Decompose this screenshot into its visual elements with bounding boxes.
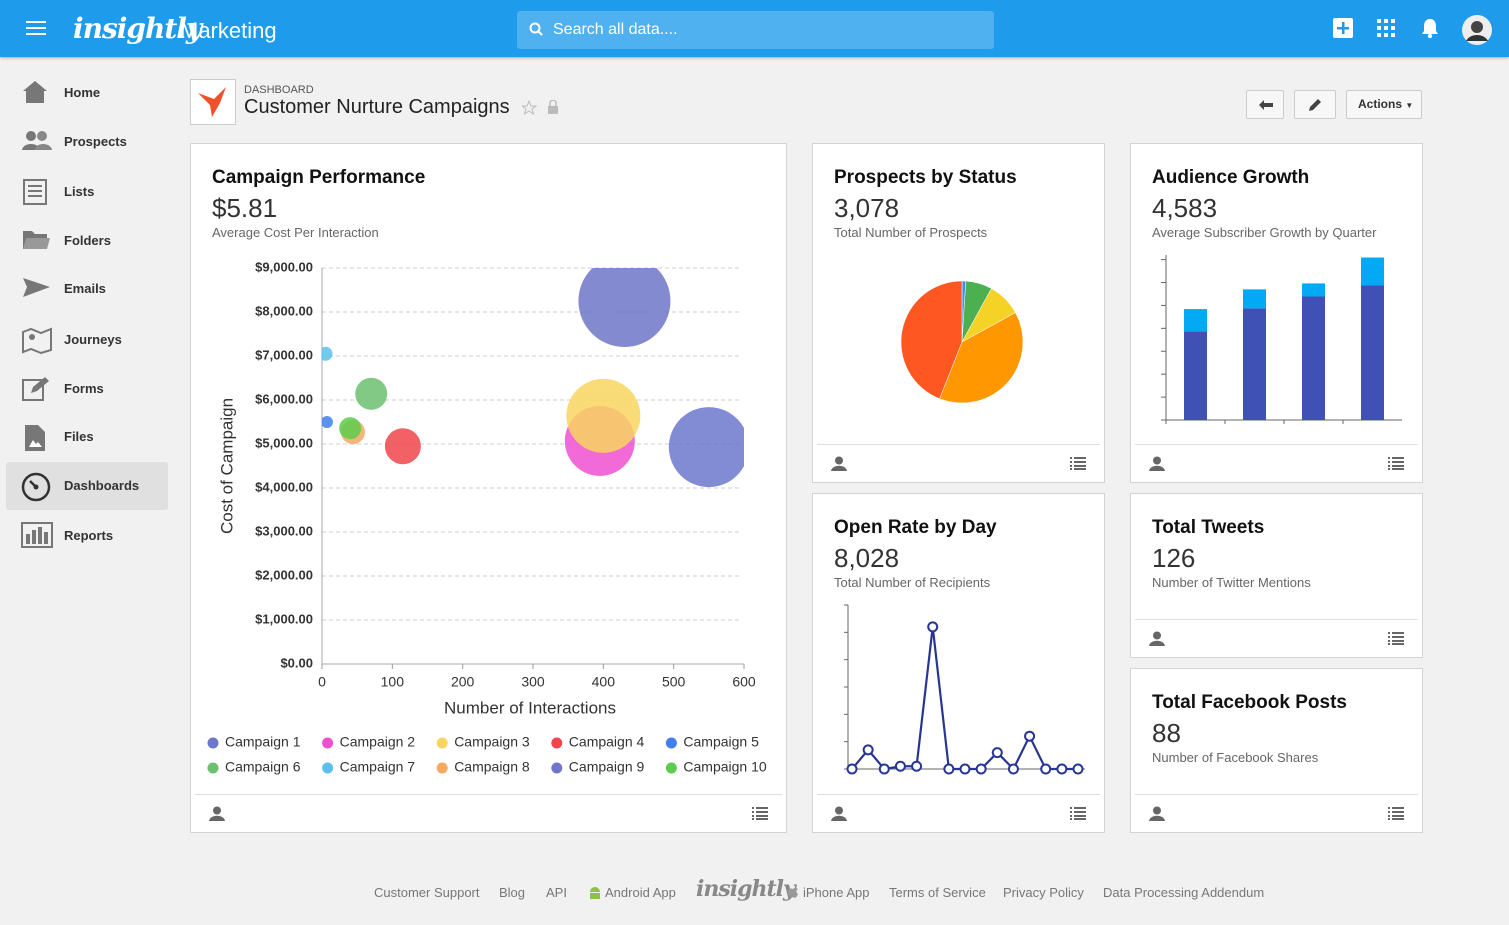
star-lock-icons[interactable] (522, 100, 562, 116)
nav-label: Folders (64, 233, 111, 248)
footer-link[interactable]: Customer Support (374, 885, 480, 900)
owner-icon[interactable] (1149, 456, 1165, 471)
list-icon[interactable] (1070, 807, 1086, 820)
brand[interactable]: insightly (73, 12, 202, 45)
widget-title: Open Rate by Day (834, 517, 997, 538)
nav-item[interactable]: Forms (6, 365, 168, 413)
nav-label: Forms (64, 381, 104, 396)
widget-subtitle: Number of Facebook Shares (1152, 750, 1319, 765)
card-footer (1135, 619, 1418, 657)
widget-card: Total Facebook Posts 88 Number of Facebo… (1130, 668, 1423, 833)
footer-link[interactable]: Terms of Service (889, 885, 986, 900)
widget-title: Campaign Performance (212, 167, 426, 188)
card-footer (817, 444, 1100, 482)
nav-item[interactable]: Prospects (6, 118, 168, 166)
nav-label: Prospects (64, 134, 127, 149)
owner-icon[interactable] (209, 806, 225, 821)
list-icon[interactable] (752, 807, 768, 820)
menu-icon[interactable] (26, 19, 48, 37)
list-icon[interactable] (1388, 457, 1404, 470)
nav-label: Lists (64, 184, 95, 199)
widget-subtitle: Number of Twitter Mentions (1152, 575, 1311, 590)
footer-link[interactable]: Blog (499, 885, 526, 900)
widget-card: Open Rate by Day 8,028 Total Number of R… (812, 493, 1105, 833)
owner-icon[interactable] (1149, 806, 1165, 821)
widget-metric: $5.81 (212, 193, 278, 223)
nav-label: Journeys (64, 332, 122, 347)
widget-card: Campaign Performance $5.81 Average Cost … (190, 143, 787, 833)
list-icon[interactable] (1388, 807, 1404, 820)
list-icon[interactable] (1070, 457, 1086, 470)
widget-title: Total Facebook Posts (1152, 692, 1347, 713)
top-bar: insightly Marketing Search all data.... (0, 0, 1509, 57)
widget-subtitle: Total Number of Prospects (834, 225, 988, 240)
apple-icon (787, 887, 798, 898)
widget-card: Total Tweets 126 Number of Twitter Menti… (1130, 493, 1423, 658)
edit-button[interactable] (1294, 90, 1336, 119)
widget-subtitle: Average Subscriber Growth by Quarter (1152, 225, 1377, 240)
widget-title: Total Tweets (1152, 517, 1265, 538)
dashboard-title: Customer Nurture Campaigns (244, 96, 510, 118)
breadcrumb: DASHBOARD (244, 84, 314, 96)
footer-link[interactable]: Privacy Policy (1003, 885, 1084, 900)
widget-metric: 8,028 (834, 543, 900, 573)
widget-metric: 3,078 (834, 193, 900, 223)
footer-link[interactable]: iPhone App (803, 885, 870, 900)
card-footer (1135, 794, 1418, 832)
widget-card: Audience Growth 4,583 Average Subscriber… (1130, 143, 1423, 483)
widget-title: Audience Growth (1152, 167, 1310, 188)
widget-card: Prospects by Status 3,078 Total Number o… (812, 143, 1105, 483)
add-icon[interactable] (1333, 18, 1353, 38)
search-placeholder: Search all data.... (553, 21, 678, 38)
actions-button[interactable]: Actions ▼ (1346, 90, 1422, 119)
nav-item[interactable]: Files (6, 413, 168, 461)
dashboard-logo (190, 79, 236, 125)
card-footer (1135, 444, 1418, 482)
android-icon (590, 887, 600, 899)
nav-label: Files (64, 429, 94, 444)
card-footer (195, 794, 782, 832)
nav-label: Emails (64, 281, 106, 296)
footer-link[interactable]: Android App (605, 885, 676, 900)
widget-metric: 88 (1152, 718, 1181, 748)
button-label: Actions (1358, 97, 1403, 111)
bell-icon[interactable] (1420, 17, 1440, 39)
widget-subtitle: Total Number of Recipients (834, 575, 991, 590)
search-box[interactable]: Search all data.... (517, 11, 994, 49)
nav-label: Reports (64, 528, 114, 543)
widget-metric: 4,583 (1152, 193, 1218, 223)
nav-label: Home (64, 85, 101, 100)
widget-subtitle: Average Cost Per Interaction (212, 225, 379, 240)
owner-icon[interactable] (1149, 631, 1165, 646)
nav-item[interactable]: Emails (6, 265, 168, 313)
widget-title: Prospects by Status (834, 167, 1017, 188)
back-button[interactable] (1246, 90, 1284, 119)
widget-metric: 126 (1152, 543, 1196, 573)
nav-item[interactable]: Journeys (6, 316, 168, 364)
list-icon[interactable] (1388, 632, 1404, 645)
nav-item[interactable]: Dashboards (6, 462, 168, 510)
nav-item[interactable]: Folders (6, 217, 168, 265)
search-icon (529, 22, 543, 36)
avatar[interactable] (1462, 15, 1492, 45)
nav-item[interactable]: Lists (6, 168, 168, 216)
footer-logo: insightly (696, 876, 796, 902)
footer-link[interactable]: API (546, 885, 567, 900)
apps-icon[interactable] (1377, 19, 1395, 37)
nav-item[interactable]: Home (6, 69, 168, 117)
footer-link[interactable]: Data Processing Addendum (1103, 885, 1265, 900)
owner-icon[interactable] (831, 456, 847, 471)
nav-item[interactable]: Reports (6, 512, 168, 560)
section-name: Marketing (180, 18, 277, 43)
card-footer (817, 794, 1100, 832)
owner-icon[interactable] (831, 806, 847, 821)
nav-label: Dashboards (64, 478, 140, 493)
